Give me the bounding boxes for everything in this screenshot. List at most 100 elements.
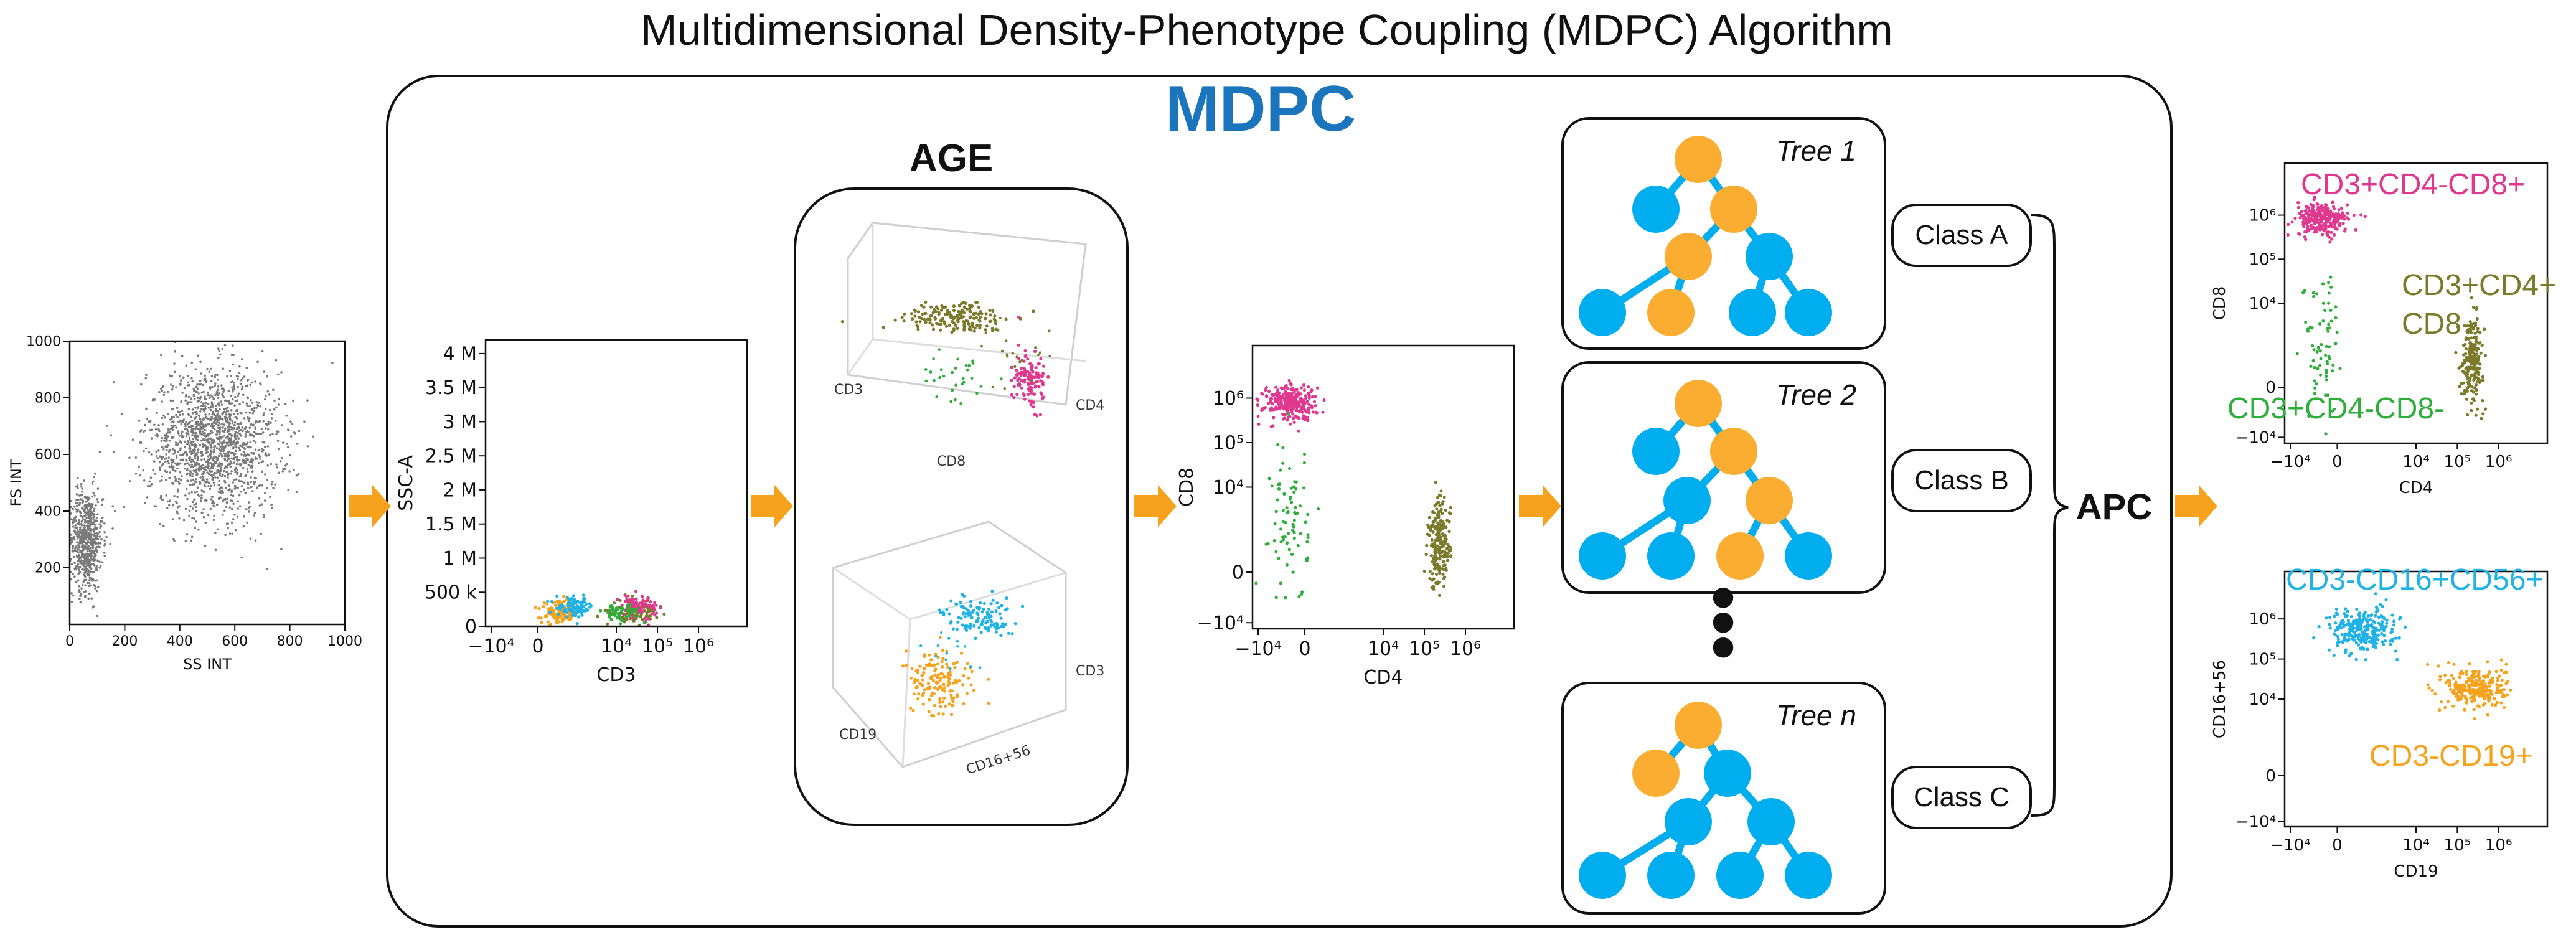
tree-node bbox=[1579, 532, 1626, 580]
scatter-point bbox=[242, 467, 245, 469]
scatter-point bbox=[147, 485, 149, 487]
scatter-point bbox=[209, 462, 212, 464]
scatter-point bbox=[248, 501, 250, 504]
scatter-point bbox=[227, 444, 230, 447]
3d-bottom-axis-cd19: CD19 bbox=[839, 727, 877, 743]
cloud-point bbox=[979, 666, 981, 669]
scatter-point bbox=[161, 446, 164, 448]
scatter-point bbox=[266, 568, 269, 570]
scatter-point bbox=[99, 535, 101, 538]
scatter-point bbox=[207, 514, 210, 517]
scatter-point bbox=[214, 532, 217, 534]
scatter-point bbox=[194, 398, 196, 400]
scatter-point bbox=[219, 426, 222, 429]
scatter-point bbox=[229, 419, 232, 421]
scatter-point bbox=[2481, 412, 2484, 415]
cloud-point bbox=[1018, 383, 1022, 387]
scatter-point bbox=[245, 474, 247, 477]
scatter-point bbox=[2302, 225, 2305, 228]
cloud-point bbox=[985, 331, 987, 334]
scatter-point bbox=[214, 394, 217, 397]
scatter-point bbox=[2477, 356, 2480, 359]
scatter-point bbox=[549, 608, 552, 611]
scatter-point bbox=[104, 555, 106, 557]
scatter-point bbox=[237, 386, 240, 388]
scatter-point bbox=[2312, 291, 2315, 294]
scatter-point bbox=[2478, 705, 2481, 708]
scatter-point bbox=[72, 525, 75, 528]
scatter-point bbox=[1317, 507, 1320, 510]
cloud-point bbox=[1030, 392, 1033, 395]
scatter-point bbox=[2314, 214, 2317, 217]
scatter-point bbox=[251, 402, 254, 404]
cloud-point bbox=[956, 661, 959, 664]
scatter-point bbox=[240, 383, 242, 385]
scatter-point bbox=[186, 488, 188, 491]
scatter-point bbox=[1297, 544, 1300, 547]
scatter-point bbox=[2475, 414, 2478, 417]
scatter-point bbox=[239, 412, 242, 415]
scatter-point bbox=[1307, 536, 1310, 539]
scatter-point bbox=[194, 448, 196, 450]
scatter-point bbox=[240, 453, 243, 456]
cloud-point bbox=[957, 320, 960, 323]
scatter-point bbox=[88, 555, 91, 557]
cloud-point bbox=[933, 704, 936, 707]
scatter-point bbox=[233, 453, 236, 456]
tree-3: Tree n bbox=[1563, 683, 1885, 913]
scatter-point bbox=[624, 600, 627, 603]
scatter-point bbox=[2374, 634, 2377, 637]
scatter-point bbox=[204, 413, 207, 416]
scatter-point bbox=[259, 420, 261, 423]
scatter-point bbox=[634, 611, 637, 614]
scatter-point bbox=[1277, 392, 1281, 395]
cloud-point bbox=[985, 324, 989, 327]
cloud-point bbox=[922, 671, 925, 674]
cloud-point bbox=[977, 616, 980, 619]
scatter-point bbox=[260, 533, 263, 535]
scatter-point bbox=[193, 504, 195, 506]
scatter-point bbox=[92, 517, 95, 519]
scatter-point bbox=[2329, 210, 2333, 214]
cloud-point bbox=[966, 692, 969, 695]
scatter-point bbox=[573, 608, 576, 611]
scatter-point bbox=[286, 443, 288, 445]
scatter-point bbox=[1310, 406, 1314, 409]
scatter-point bbox=[200, 372, 203, 375]
scatter-point bbox=[188, 408, 190, 410]
scatter-point bbox=[255, 407, 258, 409]
scatter-point bbox=[87, 540, 89, 542]
scatter-point bbox=[162, 525, 165, 527]
scatter-point bbox=[199, 426, 202, 428]
cloud-point bbox=[921, 313, 924, 316]
scatter-point bbox=[217, 419, 220, 421]
scatter-point bbox=[2472, 397, 2475, 400]
scatter-point bbox=[192, 501, 194, 504]
y-tick-label: 2 M bbox=[443, 479, 477, 501]
tree-node bbox=[1647, 289, 1695, 336]
scatter-point bbox=[1314, 404, 1317, 407]
scatter-point bbox=[210, 474, 212, 476]
scatter-point bbox=[202, 476, 204, 479]
cloud-point bbox=[987, 702, 990, 705]
scatter-point bbox=[199, 410, 202, 413]
scatter-point bbox=[235, 446, 238, 449]
cloud-point bbox=[989, 624, 992, 628]
scatter-point bbox=[2328, 649, 2331, 652]
scatter-point bbox=[233, 405, 236, 407]
cloud-point bbox=[1023, 374, 1027, 377]
scatter-point bbox=[83, 546, 85, 548]
scatter-point bbox=[254, 512, 256, 514]
scatter-point bbox=[177, 506, 179, 509]
scatter-point bbox=[1303, 453, 1306, 456]
scatter-point bbox=[218, 463, 220, 466]
scatter-point bbox=[2343, 217, 2346, 220]
scatter-point bbox=[210, 444, 212, 447]
scatter-point bbox=[84, 595, 87, 597]
scatter-point bbox=[230, 441, 232, 444]
scatter-point bbox=[653, 608, 656, 611]
scatter-point bbox=[230, 426, 233, 429]
flow-arrow bbox=[1519, 485, 1561, 527]
scatter-point bbox=[2371, 631, 2374, 634]
scatter-point bbox=[1294, 415, 1297, 418]
